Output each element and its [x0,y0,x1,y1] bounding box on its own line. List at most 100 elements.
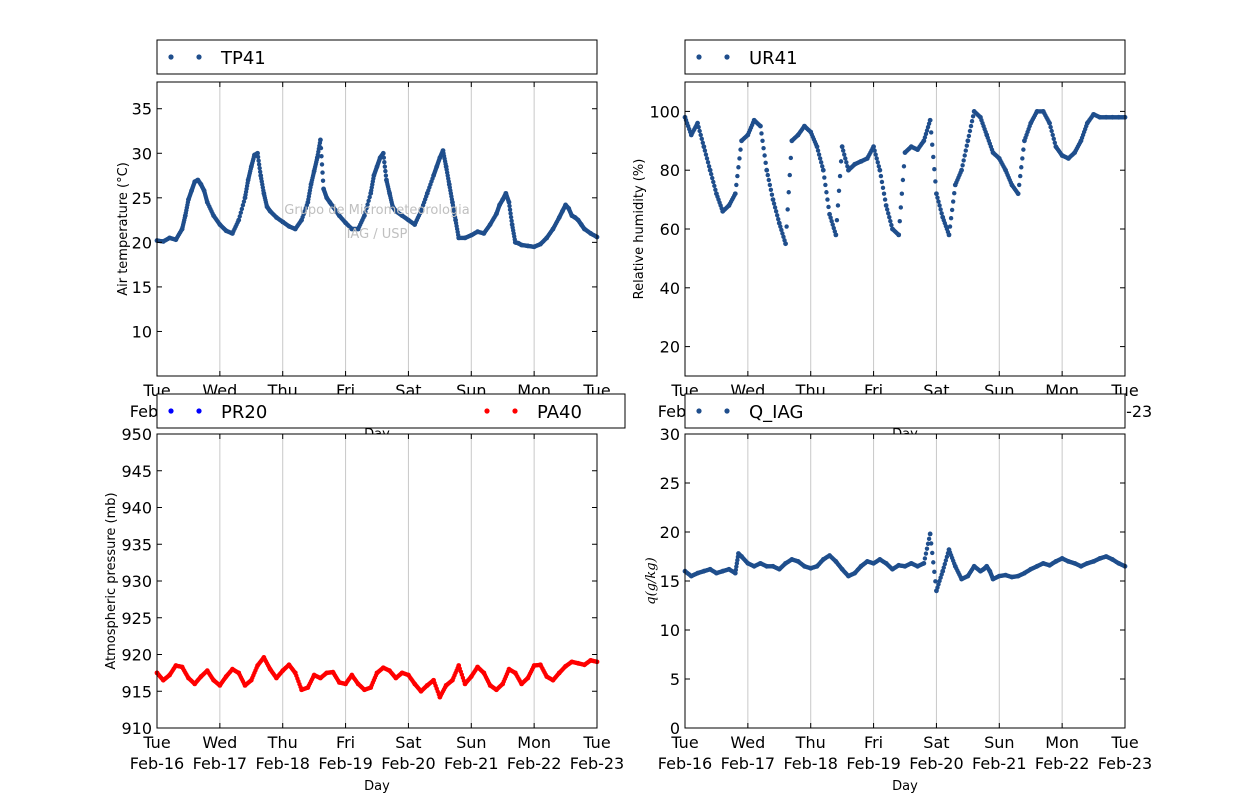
plot-area [157,434,597,728]
x-tick-label: Feb-23 [1098,754,1152,773]
data-point-interp [319,154,324,159]
x-tick-label: Tue [1110,733,1138,752]
x-tick-label: Feb-17 [193,754,247,773]
y-axis-label: Atmospheric pressure (mb) [104,492,119,669]
data-point-interp [708,171,714,177]
y-axis-label: Relative humidity (%) [632,159,647,300]
data-point-interp [897,218,902,224]
legend-marker [512,408,518,414]
x-tick-label: Feb-22 [507,754,561,773]
data-point-interp [928,130,934,135]
legend-label: PA40 [537,402,582,423]
data-point-interp [1052,140,1058,145]
data-point-interp [383,173,389,178]
data-point-interp [774,213,780,218]
data-point-interp [772,205,778,210]
data-point-interp [318,145,324,151]
data-point-interp [239,206,245,212]
data-point-interp [922,556,928,561]
data-point-interp [966,133,972,139]
data-point-interp [933,579,938,584]
data-point [921,138,927,144]
data-point-interp [944,554,950,560]
data-point-interp [257,165,262,171]
data-point-interp [960,163,965,168]
data-point-interp [1021,147,1026,152]
data-point [255,150,260,156]
data-point-interp [383,168,388,174]
data-point-interp [933,179,938,184]
data-point-interp [780,231,785,236]
y-tick-label: 920 [121,646,152,665]
series-pa40 [154,655,600,700]
data-point [820,167,826,173]
data-point-interp [842,152,847,157]
y-tick-label: 60 [660,220,680,239]
y-tick-label: 80 [660,161,680,180]
data-point-interp [733,567,739,573]
data-point-interp [778,224,783,229]
x-tick-label: Thu [795,733,826,752]
data-point-interp [949,207,955,213]
data-point-interp [825,197,830,202]
legend-marker [696,408,702,414]
data-point-interp [931,154,936,160]
data-point-interp [935,195,940,200]
data-point-interp [706,164,712,169]
x-tick-label: Feb-19 [318,754,372,773]
data-point-interp [829,218,834,224]
x-axis-label: Day [364,779,390,794]
data-point-interp [1051,136,1056,142]
data-point-interp [765,172,770,178]
data-point [770,197,776,203]
data-point-interp [923,131,929,137]
data-point-interp [888,218,893,224]
y-tick-label: 5 [670,670,680,689]
data-point-interp [932,569,937,575]
data-point-interp [840,148,846,153]
data-point-interp [969,119,975,124]
data-point-interp [240,203,246,208]
data-point [732,191,738,197]
y-tick-label: 30 [660,425,680,444]
legend-marker [168,54,174,60]
data-point-interp [899,191,905,196]
data-point-interp [699,136,704,142]
data-point-interp [698,132,703,138]
data-point-interp [735,557,740,563]
chart-temp: 101520253035TueFeb-16WedFeb-17ThuFeb-18F… [116,39,624,442]
data-point-interp [773,209,779,214]
legend-marker [168,408,174,414]
data-point [934,191,939,197]
data-point-interp [381,155,387,160]
data-point [827,211,832,217]
x-tick-label: Feb-20 [909,754,963,773]
data-point-interp [838,159,844,164]
data-point-interp [922,135,928,140]
data-point [380,150,386,156]
data-point-interp [889,222,894,228]
legend-box [684,393,1126,429]
data-point [883,203,889,208]
data-point-interp [970,114,976,119]
data-point [871,144,876,150]
data-point-interp [820,164,825,169]
watermark: Grupo de Micrometeorologia IAG / USP [284,203,470,242]
data-point [965,138,971,144]
data-point-interp [768,187,774,192]
data-point-interp [886,211,891,216]
legend-box [156,39,598,75]
data-point-interp [836,188,842,193]
data-point-interp [319,162,325,167]
y-tick-label: 30 [132,144,152,163]
data-point-interp [762,153,767,158]
data-point-interp [320,170,325,175]
y-tick-label: 25 [660,474,680,493]
data-point-interp [696,124,701,130]
data-point-interp [926,536,932,542]
data-point-interp [760,138,765,143]
data-point-interp [702,148,708,153]
x-tick-label: Mon [1045,733,1079,752]
chart-pressure: 910 915 920 925 930 935 940 945 950 Tue Feb-16 Wed F… [104,393,626,794]
data-point-interp [769,192,775,197]
